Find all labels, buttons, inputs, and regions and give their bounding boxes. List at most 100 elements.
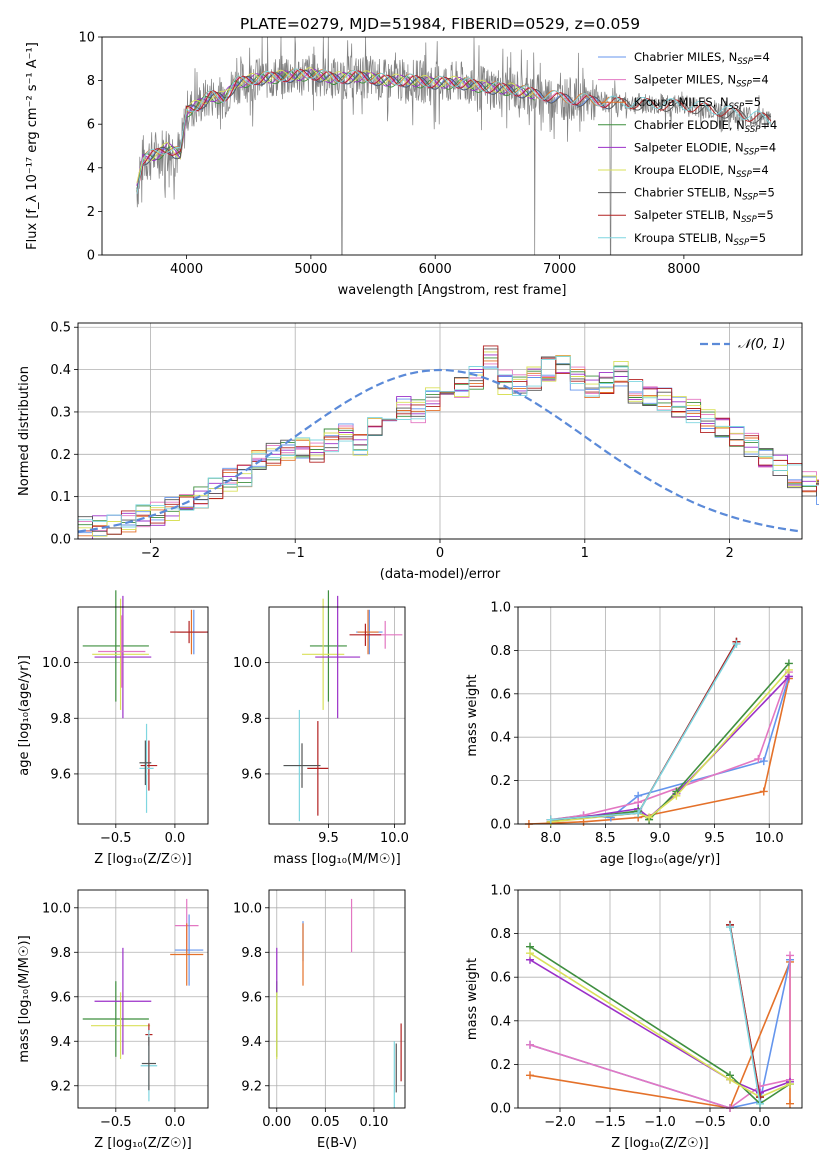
error-point-salpeter-elodie [94, 595, 152, 719]
legend-entry: Kroupa STELIB, NSSP=5 [634, 231, 766, 248]
tick-label-y: 1.0 [490, 884, 511, 899]
tick-label-x: 1 [581, 546, 589, 561]
model-spectrum-kroupa-stelib [136, 68, 772, 195]
plot-area [524, 637, 793, 828]
model-spectrum-salpeter-stelib [136, 69, 772, 193]
axes-frame [77, 606, 209, 825]
tick-label-y: 4 [87, 161, 95, 176]
tick-label-x: −1.5 [594, 1115, 626, 1130]
chart-age_mass: 9.5 10.0 9.6 9.8 10.0 mass [log₁₀(M/M☉)] [233, 590, 409, 867]
y-axis-label: Normed distribution [17, 366, 32, 496]
tick-label-y: 9.6 [241, 990, 262, 1005]
tick-label-x: 2 [725, 546, 733, 561]
weight-line-kroupa-miles [528, 678, 790, 825]
tick-label-x: −0.5 [100, 1115, 132, 1130]
axes-frame [268, 606, 406, 825]
weight-marker [732, 639, 741, 648]
tick-label-x: −1.0 [644, 1115, 676, 1130]
axes-frame [77, 889, 209, 1109]
tick-label-y: 0.2 [490, 1058, 511, 1073]
tick-label-y: 9.8 [50, 712, 71, 727]
error-point-chabrier-stelib [139, 740, 152, 786]
tick-label-y: 0.5 [50, 321, 71, 336]
y-axis-label: Flux [f_λ 10⁻¹⁷ erg cm⁻² s⁻¹ A⁻¹] [25, 42, 40, 250]
tick-label-x: 0.00 [262, 1115, 291, 1130]
tick-label-y: 9.6 [241, 767, 262, 782]
tick-label-y: 9.8 [241, 946, 262, 961]
tick-label-y: 8 [87, 74, 95, 89]
legend-entry: Chabrier ELODIE, NSSP=4 [634, 118, 777, 135]
error-point-salpeter-stelib [140, 740, 158, 791]
tick-label-x: 4000 [170, 262, 203, 277]
weight-marker [786, 951, 794, 960]
weight-marker [726, 923, 734, 932]
error-point-kroupa-elodie [91, 992, 151, 1060]
tick-label-y: 0.0 [490, 818, 511, 833]
tick-label-y: 9.2 [241, 1079, 262, 1094]
histogram-salpeter-stelib [78, 345, 819, 535]
tick-label-x: 10.0 [755, 831, 784, 846]
chart-weight_age: 8.0 8.5 9.0 9.5 10.0 0.0 0.2 0.4 0.6 0.8 1.0 age [l… [465, 601, 803, 867]
chart-mass_ebv: 0.00 0.05 0.10 9.2 9.4 9.6 9.8 10.0 E(B-V) [233, 889, 406, 1151]
tick-label-y: 9.6 [50, 990, 71, 1005]
error-point-kroupa-miles [357, 609, 379, 655]
tick-label-y: 9.4 [50, 1035, 71, 1050]
chart-spectrum: 4000 5000 6000 7000 8000 0 2 4 6 8 10 wavelength [A… [25, 31, 803, 298]
tick-label-y: 0.3 [50, 405, 71, 420]
axes-frame [101, 36, 803, 256]
x-axis-label: Z [log₁₀(Z/Z☉)] [94, 852, 191, 867]
legend-entry: Kroupa MILES, NSSP=5 [634, 95, 761, 112]
weight-line-chabrier-elodie [550, 662, 790, 823]
chart-weight_Z: −2.0 −1.5 −1.0 −0.5 0.0 0.0 0.2 0.4 0.6 0.8 1.0 Z [… [465, 884, 803, 1151]
weight-marker [759, 757, 768, 766]
error-point-salpeter-elodie [94, 947, 152, 1055]
tick-label-y: 0.6 [490, 971, 511, 986]
tick-label-y: 0.0 [50, 533, 71, 548]
weight-line-salpeter-stelib [550, 641, 738, 821]
plot-area [526, 920, 794, 1112]
chart-residuals: −2 −1 0 1 2 0.0 0.1 0.2 0.3 0.4 0.5 (data-model)/er… [17, 321, 819, 582]
plot-area [283, 590, 403, 822]
legend-entry: Salpeter STELIB, NSSP=5 [634, 208, 774, 225]
tick-label-y: 9.6 [50, 767, 71, 782]
error-point-chabrier-elodie [82, 981, 149, 1057]
plot-area [77, 345, 819, 540]
legend-entry: Salpeter MILES, NSSP=4 [634, 73, 769, 90]
tick-label-y: 10.0 [42, 901, 71, 916]
legend-entry: Chabrier MILES, NSSP=4 [634, 50, 770, 67]
error-point-chabrier-stelib [141, 1036, 156, 1091]
weight-marker [634, 809, 643, 818]
tick-label-y: 0.8 [490, 644, 511, 659]
weight-marker [759, 787, 768, 796]
tick-label-y: 2 [87, 205, 95, 220]
tick-label-x: 9.5 [704, 831, 725, 846]
y-axis-label: age [log₁₀(age/yr)] [17, 655, 32, 776]
weight-marker [645, 813, 654, 822]
normal-curve [77, 368, 803, 533]
tick-label-x: 0.0 [165, 831, 186, 846]
tick-label-y: 9.4 [241, 1035, 262, 1050]
weight-marker [786, 1099, 794, 1108]
tick-label-y: 10 [78, 31, 95, 46]
tick-label-y: 9.8 [241, 712, 262, 727]
x-axis-label: age [log₁₀(age/yr)] [600, 852, 721, 867]
tick-label-y: 0.0 [490, 1102, 511, 1117]
x-axis-label: Z [log₁₀(Z/Z☉)] [94, 1136, 191, 1151]
chart-mass_Z: −0.5 0.0 9.2 9.4 9.6 9.8 10.0 Z [log₁₀(Z/Z☉)] ma… [17, 889, 209, 1151]
weight-line-chabrier-stelib [550, 641, 738, 821]
legend-entry: Kroupa ELODIE, NSSP=4 [634, 163, 769, 180]
tick-label-x: 0.0 [165, 1115, 186, 1130]
tick-label-y: 0.4 [490, 1014, 511, 1029]
error-point-salpeter-miles [98, 615, 146, 688]
error-point-salpeter-stelib [307, 721, 329, 816]
legend: Chabrier MILES, NSSP=4 Salpeter MILES, NS… [598, 50, 777, 248]
tick-label-y: 0.2 [50, 448, 71, 463]
axes-frame [517, 889, 803, 1109]
tick-label-x: 0.05 [311, 1115, 340, 1130]
weight-marker [526, 949, 534, 958]
tick-label-x: 9.0 [650, 831, 671, 846]
tick-label-x: 0.0 [750, 1115, 771, 1130]
error-point-kroupa-miles [170, 923, 204, 986]
weight-marker [546, 815, 555, 824]
tick-label-y: 0.4 [50, 363, 71, 378]
